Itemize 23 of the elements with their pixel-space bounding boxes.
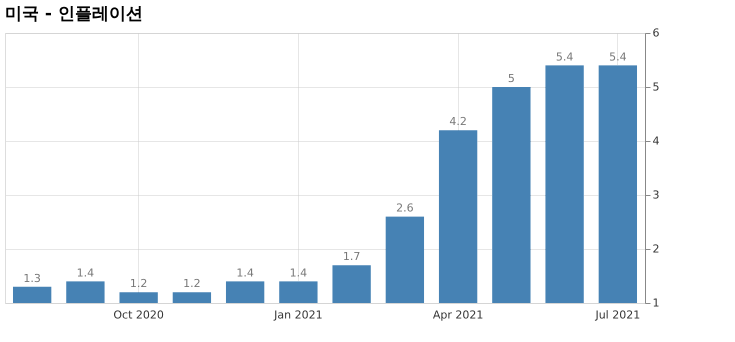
data-label: 1.2 [130, 277, 148, 290]
x-tick-label: Oct 2020 [113, 308, 164, 322]
data-label: 1.4 [76, 266, 94, 280]
data-label: 4.2 [449, 115, 467, 128]
data-label: 1.7 [342, 250, 360, 264]
data-label: 2.6 [396, 202, 414, 215]
data-label: 5 [508, 72, 515, 85]
y-tick-label: 1 [652, 296, 660, 310]
x-tick-label: Apr 2021 [432, 308, 484, 322]
data-label: 1.3 [23, 272, 41, 285]
y-tick-label: 2 [652, 242, 660, 256]
chart-title: 미국 - 인플레이션 [5, 4, 143, 24]
data-label: 1.4 [236, 266, 254, 280]
data-label: 1.4 [290, 266, 308, 280]
data-label: 5.4 [556, 50, 574, 64]
x-tick-label: Jul 2021 [594, 308, 640, 322]
data-label: 1.2 [183, 277, 201, 290]
x-tick-label: Jan 2021 [273, 308, 323, 322]
y-tick-label: 5 [652, 80, 660, 94]
y-tick-label: 4 [652, 134, 660, 148]
y-tick-label: 3 [652, 188, 660, 202]
y-tick-label: 6 [652, 26, 660, 40]
data-label: 5.4 [609, 50, 627, 64]
